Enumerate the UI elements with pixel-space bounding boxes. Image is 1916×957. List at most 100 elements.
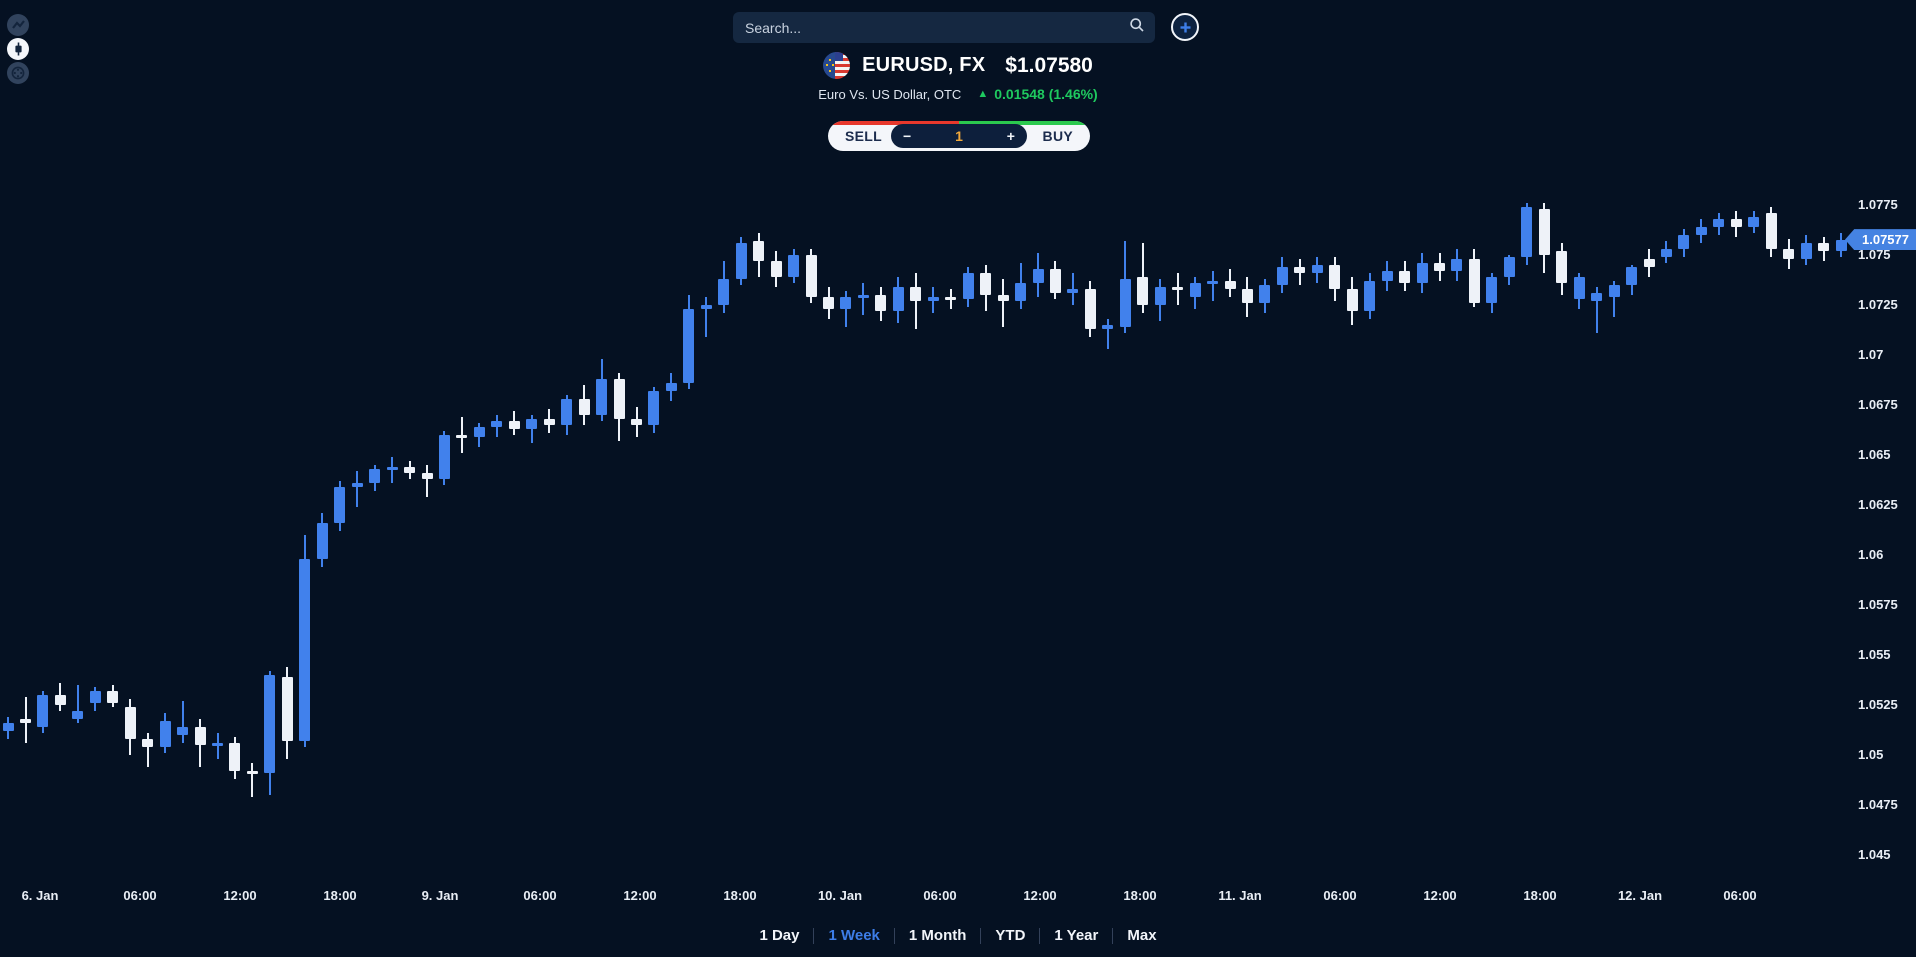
time-axis-label: 9. Jan xyxy=(421,888,459,903)
search-icon[interactable] xyxy=(1129,17,1145,38)
timeframe-1-month[interactable]: 1 Month xyxy=(895,923,981,948)
candle-body xyxy=(1818,243,1829,251)
time-axis-label: 11. Jan xyxy=(1218,888,1262,903)
candle-body xyxy=(1084,289,1096,329)
candle-body xyxy=(700,305,712,309)
target-icon[interactable] xyxy=(7,62,29,84)
candle-body xyxy=(316,523,328,559)
candle-body xyxy=(1119,279,1131,327)
time-axis-label: 6. Jan xyxy=(21,888,59,903)
search-input[interactable] xyxy=(745,19,1129,36)
candle-body xyxy=(1765,213,1777,249)
candle-body xyxy=(683,309,695,383)
candle-body xyxy=(438,435,450,479)
candle-body xyxy=(945,297,957,300)
timeframe-divider xyxy=(893,927,895,944)
candle-body xyxy=(892,287,904,311)
candle-body xyxy=(665,383,677,391)
add-watchlist-button[interactable] xyxy=(1171,13,1199,41)
price-axis-label: 1.0725 xyxy=(1858,297,1898,312)
candle-body xyxy=(927,297,939,301)
candle-body xyxy=(1626,267,1637,285)
candle-body xyxy=(281,677,293,741)
line-chart-icon[interactable] xyxy=(7,14,29,36)
candle-body xyxy=(631,419,642,425)
candle-body xyxy=(1538,209,1550,255)
candle-body xyxy=(1521,207,1533,257)
timeframe-1-year[interactable]: 1 Year xyxy=(1040,923,1112,948)
candle-body xyxy=(857,295,869,298)
candle-body xyxy=(770,261,782,277)
candle-body xyxy=(229,743,241,771)
sell-sentiment-segment xyxy=(828,121,959,125)
timeframe-max[interactable]: Max xyxy=(1113,923,1170,948)
candle-body xyxy=(805,255,817,297)
buy-button[interactable]: BUY xyxy=(1042,128,1073,144)
candle-body xyxy=(264,675,276,773)
search-bar[interactable] xyxy=(733,12,1155,43)
quantity-increase-button[interactable]: + xyxy=(1006,128,1015,144)
price-change: ▲ 0.01548 (1.46%) xyxy=(977,86,1097,102)
timeframe-bar: 1 Day 1 Week 1 Month YTD 1 Year Max xyxy=(0,923,1916,948)
candle-body xyxy=(159,721,171,747)
quantity-decrease-button[interactable]: − xyxy=(903,128,912,144)
price-axis-label: 1.045 xyxy=(1858,847,1891,862)
time-axis-label: 12:00 xyxy=(223,888,257,903)
candle-body xyxy=(1154,287,1166,305)
candle-body xyxy=(177,727,189,735)
candle-body xyxy=(753,241,765,261)
candle-body xyxy=(72,711,84,719)
candle-body xyxy=(1259,285,1271,303)
time-axis-label: 18:00 xyxy=(323,888,357,903)
candle-body xyxy=(20,719,31,723)
price-axis-label: 1.065 xyxy=(1858,447,1891,462)
candle-body xyxy=(351,483,363,487)
candle-body xyxy=(1241,289,1253,303)
price-axis-label: 1.0625 xyxy=(1858,497,1898,512)
candle-body xyxy=(1381,271,1393,281)
candle-wick xyxy=(356,471,359,507)
candle-body xyxy=(1224,281,1236,289)
candle-wick xyxy=(530,415,533,443)
buy-sentiment-segment xyxy=(959,121,1090,125)
timeframe-1-week[interactable]: 1 Week xyxy=(814,923,893,948)
candle-body xyxy=(910,287,922,301)
candle-body xyxy=(1399,271,1411,283)
candle-wick xyxy=(862,283,865,315)
candle-body xyxy=(1486,277,1498,303)
candle-wick xyxy=(1002,279,1004,327)
price-axis-label: 1.0525 xyxy=(1858,697,1898,712)
timeframe-1-day[interactable]: 1 Day xyxy=(745,923,813,948)
candle-body xyxy=(1015,283,1026,301)
candle-body xyxy=(1713,219,1725,227)
price-axis-label: 1.06 xyxy=(1858,547,1884,562)
time-axis-label: 12. Jan xyxy=(1617,888,1663,903)
candle-body xyxy=(980,273,992,295)
candle-body xyxy=(1137,277,1149,305)
candle-body xyxy=(997,295,1009,301)
candle-body xyxy=(875,295,887,311)
timeframe-ytd[interactable]: YTD xyxy=(981,923,1039,948)
price-axis-label: 1.0775 xyxy=(1858,197,1898,212)
sell-button[interactable]: SELL xyxy=(845,128,882,144)
candle-body xyxy=(648,391,660,425)
candle-wick xyxy=(216,733,219,759)
candle-wick xyxy=(1211,271,1214,301)
up-arrow-icon: ▲ xyxy=(977,88,989,100)
candle-body xyxy=(1730,219,1742,227)
quantity-value: 1 xyxy=(955,128,963,144)
candle-body xyxy=(578,399,590,415)
candle-body xyxy=(334,487,346,523)
time-axis-label: 06:00 xyxy=(1323,888,1357,903)
candle-body xyxy=(613,379,625,419)
candle-body xyxy=(473,427,485,437)
time-axis-label: 06:00 xyxy=(523,888,557,903)
candlestick-chart-icon[interactable] xyxy=(7,38,29,60)
candle-body xyxy=(788,255,800,277)
candle-body xyxy=(1748,217,1760,227)
candle-wick xyxy=(181,701,184,743)
candle-body xyxy=(212,743,223,746)
candle-body xyxy=(54,695,66,705)
